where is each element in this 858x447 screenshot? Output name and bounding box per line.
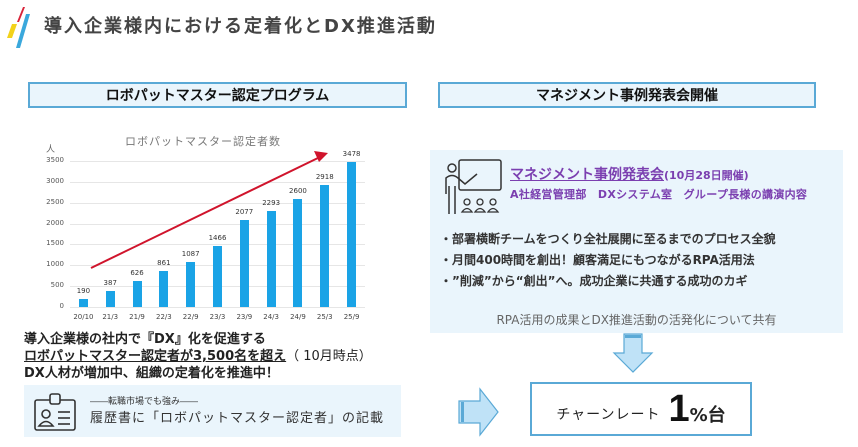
x-tick-label: 24/9 xyxy=(290,313,306,321)
x-tick-label: 21/9 xyxy=(129,313,145,321)
chart-bar xyxy=(347,161,357,307)
chart-bar xyxy=(320,185,330,307)
management-event-box: マネジメント事例発表会(10月28日開催) A社経営管理部 DXシステム室 グル… xyxy=(430,150,843,333)
resume-subtitle: ――転職市場でも強み―― xyxy=(90,397,199,407)
y-tick-label: 3000 xyxy=(46,176,64,185)
x-tick-label: 23/3 xyxy=(209,313,226,321)
bar-value-label: 2918 xyxy=(315,173,334,182)
bar-value-label: 861 xyxy=(157,259,171,268)
x-tick-label: 20/10 xyxy=(73,313,94,321)
chart-bar xyxy=(266,211,276,307)
bullet-item: ・部署横断チームをつくり全社展開に至るまでのプロセス全貌 xyxy=(440,232,776,246)
presentation-icon xyxy=(445,159,502,214)
y-tick-label: 500 xyxy=(50,281,64,290)
grid-line xyxy=(70,202,365,204)
y-tick-label: 3500 xyxy=(46,156,64,164)
event-speaker: A社経営管理部 DXシステム室 グループ長様の講演内容 xyxy=(510,188,808,201)
bar-value-label: 3478 xyxy=(342,149,361,158)
section-header-master-program: ロボパットマスター認定プログラム xyxy=(28,82,407,108)
bar-value-label: 2293 xyxy=(262,199,281,208)
resume-text: 履歴書に「ロボパットマスター認定者」の記載 xyxy=(90,411,385,426)
x-tick-label: 25/3 xyxy=(316,313,333,321)
summary-line-3: DX人材が増加中、組織の定着化を推進中！ xyxy=(24,366,279,381)
x-tick-label: 22/3 xyxy=(155,313,172,321)
event-bullets: ・部署横断チームをつくり全社展開に至るまでのプロセス全貌 ・月間400時間を創出… xyxy=(440,229,776,292)
churn-rate-box: チャーンレート 1 %台 xyxy=(530,382,752,436)
bar-value-label: 1087 xyxy=(181,249,200,258)
x-tick-label: 23/9 xyxy=(236,313,253,321)
page-title: 導入企業様内における定着化とDX推進活動 xyxy=(44,16,437,37)
grid-line xyxy=(70,244,365,246)
right-arrow-icon xyxy=(458,387,499,437)
summary-line-2-suffix: （ 10月時点） xyxy=(286,349,372,364)
resume-strength-box: ――転職市場でも強み―― 履歴書に「ロボパットマスター認定者」の記載 xyxy=(24,385,401,437)
x-tick-label: 22/9 xyxy=(182,313,199,321)
summary-text: 導入企業様の社内で『DX』化を促進する ロボパットマスター認定者が3,500名を… xyxy=(24,331,372,382)
y-tick-label: 1000 xyxy=(46,260,64,269)
summary-line-2-highlight: ロボパットマスター認定者が3,500名を超え xyxy=(24,349,287,364)
bullet-item: ・”削減”から“創出”へ。成功企業に共通する成功のカギ xyxy=(440,274,748,288)
chart-bar xyxy=(186,261,196,307)
event-date: (10月28日開催) xyxy=(664,169,749,182)
chart-bar xyxy=(213,245,222,307)
grid-line xyxy=(70,181,365,183)
trend-arrow-icon xyxy=(90,151,328,269)
churn-rate-value: 1 xyxy=(668,388,690,430)
bullet-item: ・月間400時間を創出！顧客満足にもつながるRPA活用法 xyxy=(440,253,755,267)
x-tick-label: 25/9 xyxy=(343,313,360,321)
churn-rate-unit: %台 xyxy=(689,405,726,426)
y-tick-label: 0 xyxy=(59,302,64,310)
chart-bar xyxy=(159,271,169,307)
y-tick-label: 1500 xyxy=(46,239,64,248)
section-header-management-event: マネジメント事例発表会開催 xyxy=(438,82,816,108)
y-axis-unit: 人 xyxy=(46,145,56,155)
bar-value-label: 626 xyxy=(130,268,144,277)
brand-logo-icon xyxy=(7,7,30,48)
chart-bar xyxy=(239,220,249,307)
event-title-text: マネジメント事例発表会 xyxy=(510,167,664,183)
bar-value-label: 2077 xyxy=(235,208,254,217)
x-tick-label: 21/3 xyxy=(102,313,119,321)
summary-line-1: 導入企業様の社内で『DX』化を促進する xyxy=(24,332,266,347)
id-badge-icon xyxy=(34,393,76,431)
bar-value-label: 190 xyxy=(76,287,91,296)
chart-bar xyxy=(293,198,303,307)
chart-bar xyxy=(105,290,115,307)
y-tick-label: 2500 xyxy=(46,197,64,206)
chart-bar xyxy=(132,280,142,307)
bar-value-label: 1466 xyxy=(208,233,227,242)
churn-rate-label: チャーンレート xyxy=(556,407,661,423)
event-title: マネジメント事例発表会(10月28日開催) xyxy=(510,164,749,184)
y-tick-label: 2000 xyxy=(46,218,64,227)
chart-title: ロボパットマスター認定者数 xyxy=(125,135,281,148)
bar-value-label: 387 xyxy=(103,278,117,287)
grid-line xyxy=(70,307,365,308)
grid-line xyxy=(70,161,365,162)
down-arrow-icon xyxy=(612,333,654,373)
bar-value-label: 2600 xyxy=(289,186,307,195)
chart-bar xyxy=(78,299,88,307)
grid-line xyxy=(70,223,365,225)
certified-count-chart: ロボパットマスター認定者数 人 0 500 1000 1500 2000 2500 3000… xyxy=(30,125,370,325)
x-tick-label: 24/3 xyxy=(263,313,279,321)
event-share-text: RPA活用の成果とDX推進活動の活発化について共有 xyxy=(496,313,777,327)
